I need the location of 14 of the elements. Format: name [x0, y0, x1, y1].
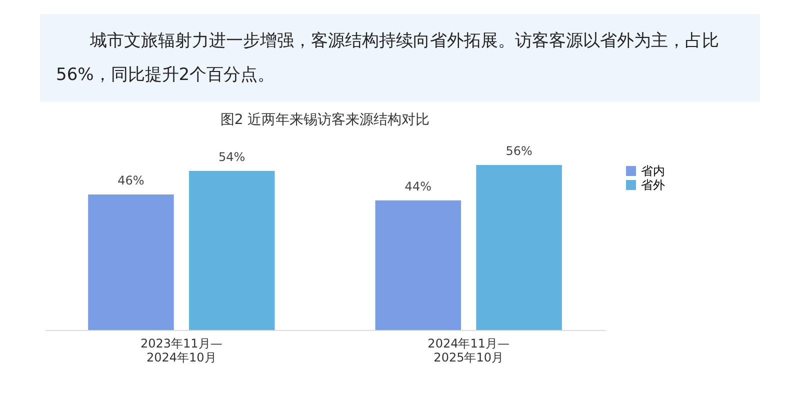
bar [88, 194, 174, 330]
data-label: 46% [118, 173, 144, 188]
x-tick-label: 2024年11月— 2025年10月 [428, 336, 510, 364]
data-label: 56% [506, 144, 532, 158]
data-label: 44% [404, 179, 432, 194]
data-label: 54% [218, 150, 246, 164]
bar [375, 200, 462, 330]
x-tick-label: 2023年11月— 2024年10月 [140, 336, 222, 364]
legend-label: 省外 [641, 178, 665, 192]
chart-subtitle: 城市文旅辐射力进一步增强，客源结构持续向省外拓展。访客客源以省外为主，占比56%，同比提升2个百分点。 [40, 14, 760, 102]
bar [188, 170, 275, 330]
chart-title: 图2 近两年来锡访客来源结构对比 [220, 112, 430, 128]
bar [476, 165, 562, 330]
legend-label: 省内 [641, 164, 665, 178]
